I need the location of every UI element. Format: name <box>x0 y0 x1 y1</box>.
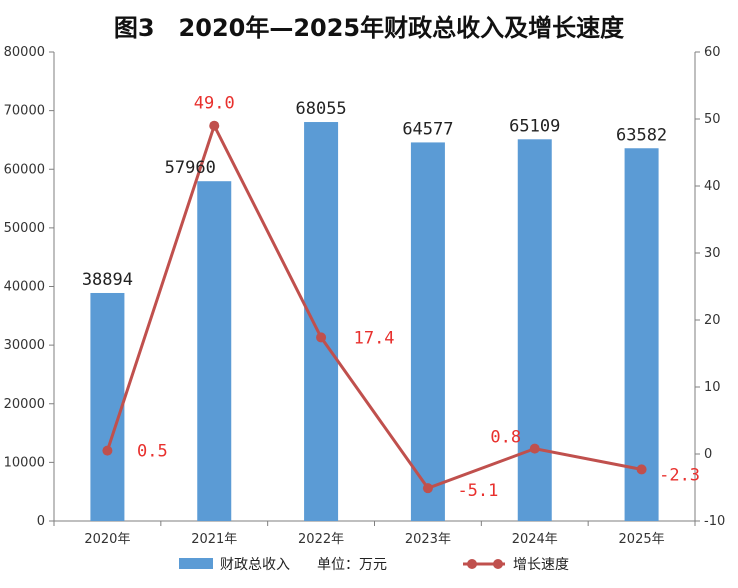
bar-data-label: 38894 <box>82 270 133 290</box>
line-point <box>529 443 540 454</box>
x-tick-label: 2023年 <box>405 532 451 547</box>
right-tick-label: 50 <box>704 112 721 127</box>
line-point <box>209 120 220 131</box>
line-path <box>105 121 642 490</box>
bar <box>304 122 339 522</box>
left-tick-label: 40000 <box>4 280 45 295</box>
line-data-label: -2.3 <box>659 465 700 485</box>
bar <box>90 292 125 521</box>
line-point <box>636 464 647 475</box>
right-tick-label: 20 <box>704 313 721 328</box>
left-tick-label: 80000 <box>4 45 45 60</box>
right-tick-label: 0 <box>704 447 712 462</box>
line-point <box>102 445 113 456</box>
x-tick-label: 2025年 <box>619 532 665 547</box>
bar-data-label: 68055 <box>295 99 346 119</box>
legend-line-marker <box>467 559 477 569</box>
left-tick-label: 70000 <box>4 104 45 119</box>
chart-title: 图3 2020年—2025年财政总收入及增长速度 <box>114 14 625 42</box>
line-data-label: 49.0 <box>194 94 235 114</box>
bar-data-label: 57960 <box>165 158 216 178</box>
line-data-label: 17.4 <box>354 328 395 348</box>
left-tick-label: 0 <box>37 514 45 529</box>
line-data-label: 0.5 <box>137 442 168 462</box>
right-tick-label: 30 <box>704 246 721 261</box>
right-tick-label: 40 <box>704 179 721 194</box>
x-tick-label: 2021年 <box>191 532 237 547</box>
legend-bar-label: 财政总收入 <box>220 557 290 573</box>
legend-line-label: 增长速度 <box>513 557 569 573</box>
axes: 0 10000 20000 30000 40000 50000 60000 70000 8000… <box>4 45 726 547</box>
line-point <box>422 483 433 494</box>
x-tick-label: 2024年 <box>512 532 558 547</box>
line-data-label: -5.1 <box>457 481 498 501</box>
right-tick-label: 10 <box>704 380 721 395</box>
bar-data-label: 65109 <box>509 116 560 136</box>
line-series <box>102 120 647 494</box>
bar-series <box>90 122 659 522</box>
bar-data-label: 63582 <box>616 125 667 145</box>
x-tick-label: 2022年 <box>298 532 344 547</box>
left-tick-label: 20000 <box>4 397 45 412</box>
legend-line-marker <box>493 559 503 569</box>
bar <box>410 142 445 521</box>
bar <box>624 148 659 521</box>
bar-data-label: 64577 <box>402 119 453 139</box>
bar <box>517 139 552 521</box>
legend-unit-note: 单位：万元 <box>317 557 387 573</box>
right-tick-label: -10 <box>704 514 725 529</box>
right-tick-label: 60 <box>704 45 721 60</box>
left-tick-label: 60000 <box>4 162 45 177</box>
data-labels: 38894 57960 68055 64577 65109 63582 0.5 49.0 17.… <box>82 94 700 501</box>
legend-bar-swatch <box>179 558 213 569</box>
left-tick-label: 10000 <box>4 455 45 470</box>
left-tick-label: 50000 <box>4 221 45 236</box>
line-data-label: 0.8 <box>490 428 521 448</box>
line-point <box>316 332 327 343</box>
x-tick-label: 2020年 <box>84 532 130 547</box>
legend: 财政总收入 单位：万元 增长速度 <box>179 557 569 573</box>
left-tick-label: 30000 <box>4 338 45 353</box>
bar <box>197 181 232 521</box>
